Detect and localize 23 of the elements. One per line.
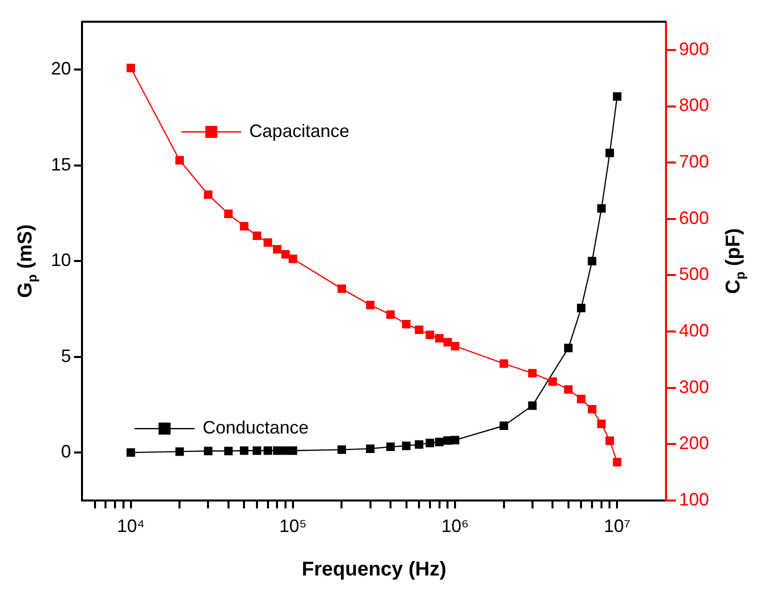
y2-axis-title: Cp (pF) (722, 228, 748, 294)
y2-tick-label: 100 (678, 489, 710, 510)
y2-tick-label: 500 (678, 264, 710, 284)
y-tick-label: 20 (50, 58, 72, 79)
y2-tick-label: 400 (678, 320, 710, 340)
y2-tick-label: 900 (678, 38, 710, 59)
x-tick-label: 10⁷ (604, 516, 630, 536)
y2-tick-label: 600 (678, 208, 710, 228)
x-tick-label: 10⁶ (441, 516, 469, 536)
y2-tick-label: 700 (678, 152, 710, 172)
y-tick-label: 5 (61, 346, 72, 366)
legend-label: Capacitance (249, 120, 350, 141)
x-tick-label: 10⁵ (279, 516, 307, 536)
x-tick-label: 10⁴ (116, 516, 145, 536)
y-tick-label: 15 (50, 154, 72, 174)
y2-tick-label: 200 (678, 433, 710, 454)
y-axis-title: Gp (mS) (14, 224, 40, 298)
y2-tick-label: 300 (678, 376, 710, 397)
y2-tick-label: 800 (678, 95, 710, 116)
y-tick-label: 0 (61, 442, 72, 462)
y-tick-label: 10 (50, 250, 72, 270)
legend-label: Conductance (202, 418, 309, 438)
x-axis-title: Frequency (Hz) (302, 558, 446, 581)
